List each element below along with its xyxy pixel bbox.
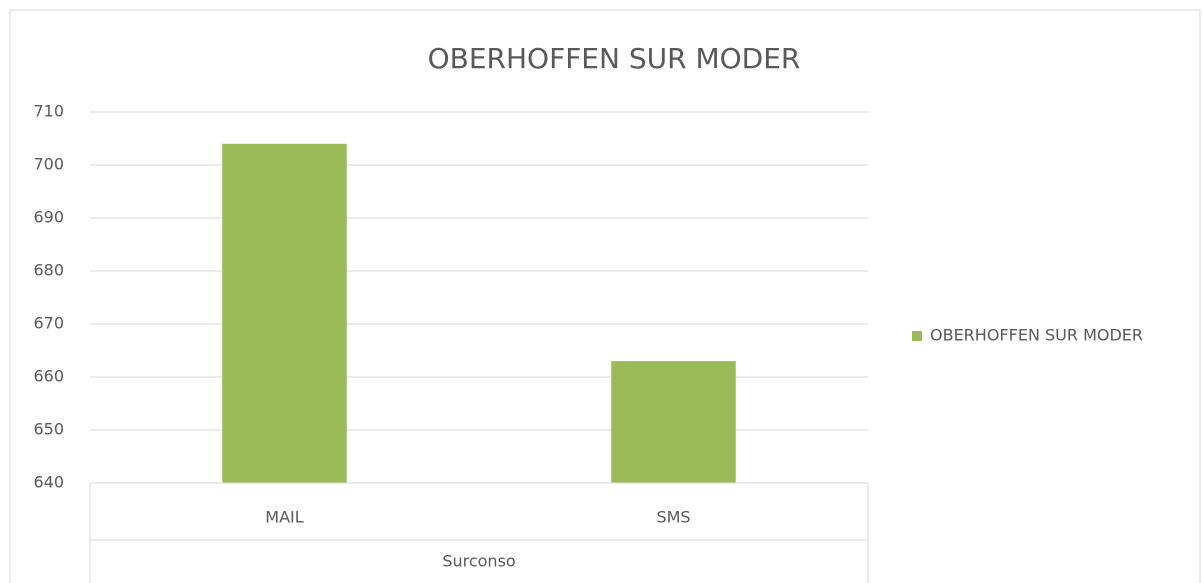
bar [222,143,347,484]
x-tick-label: MAIL [265,508,303,527]
x-tick-label: SMS [656,508,690,527]
bar [611,361,736,483]
y-tick-label: 700 [33,155,64,174]
y-tick-label: 660 [33,367,64,386]
y-tick-label: 670 [33,314,64,333]
y-tick-label: 690 [33,208,64,227]
chart-title: OBERHOFFEN SUR MODER [428,42,801,75]
y-tick-label: 680 [33,261,64,280]
y-tick-label: 650 [33,420,64,439]
y-tick-label: 710 [33,102,64,121]
x-axis-label: Surconso [442,552,515,571]
chart-border [9,9,1201,583]
legend-label: OBERHOFFEN SUR MODER [930,326,1143,345]
y-tick-label: 640 [33,473,64,492]
legend-swatch [912,331,922,341]
